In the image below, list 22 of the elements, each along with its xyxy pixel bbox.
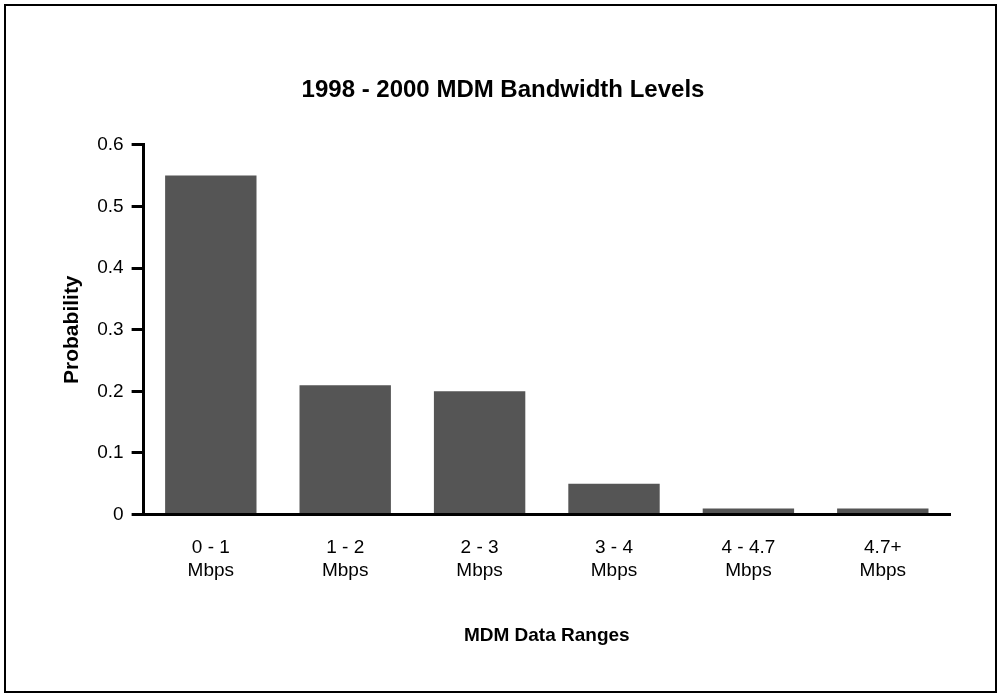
x-tick-label: 4.7+ Mbps [859, 536, 907, 581]
x-tick-label: 1 - 2 Mbps [321, 536, 369, 581]
y-tick-label: 0.2 [97, 379, 124, 401]
bar [433, 391, 526, 514]
x-tick-label: 3 - 4 Mbps [590, 536, 638, 581]
chart-title: 1998 - 2000 MDM Bandwidth Levels [301, 75, 705, 103]
bar [568, 483, 660, 514]
y-axis-title: Probability [59, 275, 83, 384]
y-tick-label: 0.4 [97, 256, 125, 278]
x-tick-label: 2 - 3 Mbps [456, 536, 503, 581]
y-tick-label: 0.5 [97, 194, 124, 216]
x-tick-label: 0 - 1 Mbps [187, 536, 235, 581]
x-axis-title: MDM Data Ranges [463, 623, 630, 645]
y-tick-label: 0 [113, 502, 124, 524]
y-tick-label: 0.6 [97, 133, 124, 155]
bar [299, 385, 391, 514]
bar [702, 508, 795, 514]
y-tick-label: 0.3 [97, 317, 124, 339]
x-tick-label: 4 - 4.7 Mbps [721, 536, 776, 581]
bar [837, 508, 929, 514]
y-tick-label: 0.1 [97, 441, 124, 463]
bar [165, 175, 257, 514]
